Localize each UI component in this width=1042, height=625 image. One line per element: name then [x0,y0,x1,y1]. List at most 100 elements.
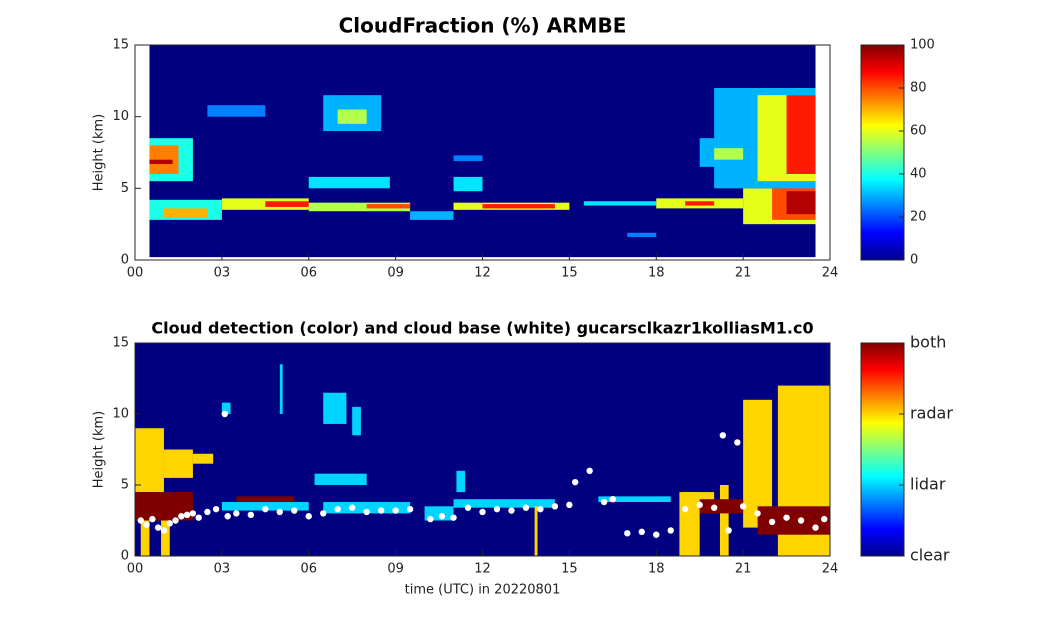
x-tick-label: 06 [300,266,317,281]
cloud-base-point [667,527,674,534]
y-axis-label: Height (km) [92,114,107,191]
heatmap-cell [207,105,266,117]
heatmap-cell [140,513,150,556]
cloud-base-point [571,478,579,486]
cloud-base-point [797,517,805,524]
y-tick-label: 5 [121,181,129,196]
cloud-base-point [493,505,501,513]
heatmap-cell [308,176,390,189]
heatmap-cell [453,155,483,162]
cloud-base-point [149,515,156,523]
heatmap-cell [149,145,179,174]
x-tick-label: 18 [648,266,665,281]
cloud-base-point [600,498,608,506]
y-tick-label: 10 [112,407,129,422]
heatmap-cell [699,499,744,514]
cloud-base-point [537,505,544,513]
cloud-base-point [204,508,211,516]
cloud-base-point [166,520,173,527]
heatmap-cell [337,109,367,124]
heatmap-cell [323,392,347,424]
cloud-base-point [719,432,727,439]
cloud-base-point [783,514,790,521]
colorbar-label: lidar [910,475,946,494]
heatmap-cell [453,499,555,508]
heatmap-cell [314,473,367,485]
cloud-base-point [363,508,370,516]
x-tick-label: 24 [822,266,839,281]
x-tick-label: 21 [735,266,752,281]
cloud-base-point [189,510,197,517]
cloud-base-point [522,504,530,511]
cloud-base-point [154,524,162,531]
heatmap-cell [135,428,164,493]
chart-title: CloudFraction (%) ARMBE [339,14,627,38]
heatmap-cell [192,453,214,464]
heatmap-cell [366,204,411,209]
cloud-base-point [262,505,269,513]
heatmap-cell [163,449,193,478]
colorbar-label: 40 [910,167,927,182]
heatmap-cell [719,485,729,556]
x-tick-label: 00 [127,266,144,281]
cloud-base-point [276,508,283,516]
cloud-base-point [377,507,385,514]
heatmap-cell [685,492,715,503]
cloud-base-point [450,514,457,521]
cloud-base-point [392,507,399,514]
heatmap-cell [279,364,283,414]
heatmap-cell [323,502,411,514]
x-tick-label: 24 [822,562,839,577]
heatmap-cell [410,211,454,220]
cloud-base-point [682,505,689,513]
colorbar [860,342,905,557]
heatmap-cell [482,204,555,209]
heatmap-cell [453,176,483,192]
cloud-base-point [291,507,298,514]
x-tick-label: 21 [735,562,752,577]
cloud-base-point [143,521,150,528]
cloud-base-point [551,503,559,510]
cloud-base-point [464,504,472,511]
colorbar-label: both [910,333,946,352]
cloud-base-point [195,514,202,521]
cloud-base-point [137,517,144,524]
heatmap-cell [236,496,295,503]
y-tick-label: 10 [112,109,129,124]
cloud-base-point [178,513,185,520]
heatmap-cell [627,232,657,238]
cloud-base-point [212,505,220,513]
heatmap-cell [149,159,173,164]
cloud-base-point [438,513,446,520]
cloud-base-point [754,510,761,517]
cloud-base-point [696,501,703,509]
heatmap-cell [534,506,538,556]
heatmap-cell [714,148,744,160]
x-tick-label: 03 [214,562,231,577]
cloud-base-point [221,410,228,418]
cloud-base-point [160,527,168,534]
x-tick-label: 12 [474,266,491,281]
heatmap-cell [163,208,208,217]
x-tick-label: 12 [474,562,491,577]
cloud-base-point [427,515,434,523]
colorbar-label: radar [910,404,953,423]
y-tick-label: 0 [121,253,129,268]
chart-title: Cloud detection (color) and cloud base (… [151,319,813,338]
x-tick-label: 09 [387,562,404,577]
colorbar-label: clear [910,546,950,565]
heatmap-cell [161,513,170,556]
cloud-base-point [508,507,515,514]
cloud-base-point [739,503,747,510]
cloud-base-point [305,513,312,520]
cloud-base-point [821,515,828,523]
heatmap-cell [456,470,466,493]
colorbar-label: 100 [910,38,935,53]
colorbar-label: 80 [910,81,927,96]
heatmap-cell [757,506,830,535]
cloud-base-point [348,504,356,511]
cloud-base-point [710,504,718,511]
colorbar [860,44,905,261]
cloud-base-point [653,531,660,538]
